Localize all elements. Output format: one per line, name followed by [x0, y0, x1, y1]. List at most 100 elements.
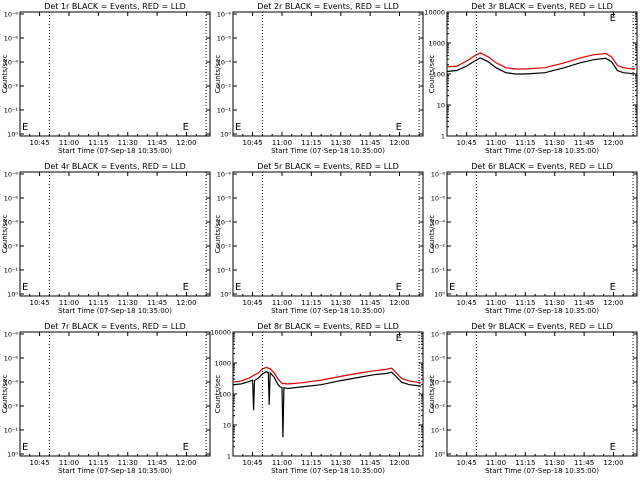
x-tick-label: 11:15 — [301, 139, 321, 147]
x-tick-label: 11:00 — [272, 459, 292, 467]
y-tick-label: 10000 — [424, 9, 445, 17]
edge-marker: E — [183, 442, 189, 453]
y-tick-label: 10⁻⁴ — [4, 59, 19, 67]
plot-frame — [232, 11, 424, 137]
x-tick-label: 11:00 — [486, 459, 506, 467]
y-tick-label: 100 — [433, 71, 445, 79]
plot-title: Det 8r BLACK = Events, RED = LLD — [257, 322, 399, 331]
x-tick-label: 11:30 — [331, 459, 351, 467]
x-tick-label: 11:15 — [88, 139, 108, 147]
plot-title: Det 7r BLACK = Events, RED = LLD — [44, 322, 186, 331]
y-tick-label: 10⁰ — [434, 451, 445, 459]
y-tick-label: 10⁻¹ — [4, 427, 19, 435]
plot-frame — [232, 171, 424, 297]
y-tick-label: 10⁻⁸ — [431, 331, 446, 339]
edge-marker: E — [396, 122, 402, 133]
y-tick-label: 10⁻⁴ — [4, 219, 19, 227]
edge-marker: E — [449, 282, 455, 293]
x-tick-label: 11:15 — [515, 299, 535, 307]
series-events-line — [232, 371, 422, 438]
plot-panel-3: Det 3r BLACK = Events, RED = LLD 10:45 11:… — [424, 2, 638, 155]
x-tick-label: 10:45 — [29, 139, 49, 147]
y-axis-label: Counts/sec — [428, 215, 436, 254]
x-tick-label: 11:00 — [59, 299, 79, 307]
x-tick-label: 12:00 — [389, 459, 409, 467]
y-tick-label: 10⁻¹ — [431, 267, 446, 275]
x-tick-label: 11:45 — [360, 299, 380, 307]
series-events-line — [446, 57, 636, 75]
edge-marker: E — [22, 282, 28, 293]
y-tick-label: 10000 — [210, 329, 231, 337]
y-axis-label: Counts/sec — [1, 215, 9, 254]
x-tick-label: 11:45 — [147, 459, 167, 467]
edge-marker: E — [610, 13, 616, 24]
x-tick-label: 11:45 — [147, 139, 167, 147]
y-tick-label: 10⁻⁴ — [217, 59, 232, 67]
y-tick-label: 10⁻⁶ — [431, 355, 446, 363]
y-tick-label: 1 — [227, 453, 231, 461]
x-tick-label: 11:45 — [574, 299, 594, 307]
y-tick-label: 10⁰ — [220, 291, 231, 299]
x-tick-label: 11:30 — [545, 299, 565, 307]
y-tick-label: 10⁻² — [217, 243, 232, 251]
x-tick-label: 11:15 — [515, 459, 535, 467]
plot-title: Det 6r BLACK = Events, RED = LLD — [471, 162, 613, 171]
x-axis-label: Start Time (07-Sep-18 10:35:00) — [271, 147, 385, 155]
x-tick-label: 10:45 — [242, 299, 262, 307]
x-axis-label: Start Time (07-Sep-18 10:35:00) — [271, 467, 385, 475]
edge-marker: E — [235, 282, 241, 293]
y-axis-label: Counts/sec — [1, 375, 9, 414]
y-tick-label: 1000 — [428, 40, 445, 48]
x-axis-label: Start Time (07-Sep-18 10:35:00) — [485, 147, 599, 155]
plot-frame — [446, 331, 638, 457]
y-axis-label: Counts/sec — [428, 375, 436, 414]
y-tick-label: 10⁻⁸ — [217, 11, 232, 19]
plot-panel-9: Det 9r BLACK = Events, RED = LLD 10:45 11:… — [428, 322, 638, 475]
x-axis-label: Start Time (07-Sep-18 10:35:00) — [58, 307, 172, 315]
edge-marker: E — [22, 122, 28, 133]
x-tick-label: 11:45 — [574, 459, 594, 467]
x-tick-label: 12:00 — [603, 139, 623, 147]
y-tick-label: 1 — [441, 133, 445, 141]
plot-panel-6: Det 6r BLACK = Events, RED = LLD 10:45 11:… — [428, 162, 638, 315]
y-tick-label: 10⁰ — [220, 131, 231, 139]
x-tick-label: 12:00 — [389, 139, 409, 147]
y-tick-label: 10 — [223, 422, 231, 430]
y-tick-label: 10⁻² — [4, 83, 19, 91]
x-tick-label: 12:00 — [603, 459, 623, 467]
x-tick-label: 11:00 — [59, 459, 79, 467]
edge-marker: E — [396, 333, 402, 344]
x-tick-label: 11:30 — [331, 299, 351, 307]
plot-frame — [19, 331, 211, 457]
y-tick-label: 10⁻⁸ — [4, 171, 19, 179]
x-tick-label: 11:15 — [515, 139, 535, 147]
y-tick-label: 10⁻¹ — [431, 427, 446, 435]
x-tick-label: 11:45 — [360, 139, 380, 147]
x-axis-label: Start Time (07-Sep-18 10:35:00) — [485, 467, 599, 475]
plot-title: Det 1r BLACK = Events, RED = LLD — [44, 2, 186, 11]
y-tick-label: 10⁻⁶ — [217, 35, 232, 43]
x-axis-label: Start Time (07-Sep-18 10:35:00) — [485, 307, 599, 315]
y-tick-label: 100 — [219, 391, 231, 399]
plot-panel-8: Det 8r BLACK = Events, RED = LLD 10:45 11:… — [210, 322, 424, 475]
x-tick-label: 11:45 — [574, 139, 594, 147]
y-tick-label: 10⁻¹ — [217, 267, 232, 275]
plot-frame — [19, 11, 211, 137]
y-tick-label: 10⁻⁸ — [431, 171, 446, 179]
x-tick-label: 11:30 — [118, 139, 138, 147]
plot-panel-2: Det 2r BLACK = Events, RED = LLD 10:45 11:… — [214, 2, 424, 155]
x-tick-label: 11:30 — [545, 459, 565, 467]
edge-marker: E — [22, 442, 28, 453]
y-tick-label: 10⁻⁴ — [431, 379, 446, 387]
y-tick-label: 10⁻² — [431, 243, 446, 251]
y-tick-label: 10⁰ — [434, 291, 445, 299]
y-axis-label: Counts/sec — [428, 55, 436, 94]
y-axis-label: Counts/sec — [1, 55, 9, 94]
edge-marker: E — [183, 122, 189, 133]
x-tick-label: 10:45 — [456, 459, 476, 467]
y-axis-label: Counts/sec — [214, 55, 222, 94]
plot-title: Det 9r BLACK = Events, RED = LLD — [471, 322, 613, 331]
y-tick-label: 10⁻⁴ — [431, 219, 446, 227]
x-tick-label: 10:45 — [242, 139, 262, 147]
